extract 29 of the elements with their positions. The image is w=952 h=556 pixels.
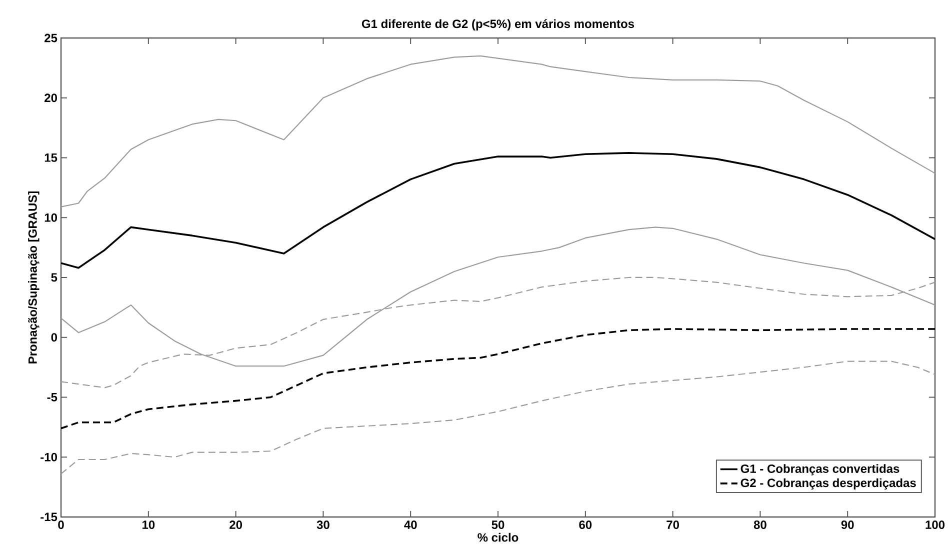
line-series <box>61 360 936 474</box>
x-tick-label: 20 <box>230 520 242 530</box>
legend-label: G2 - Cobranças desperdiçadas <box>740 478 916 490</box>
x-tick-label: 10 <box>142 520 155 530</box>
y-tick-label: 20 <box>44 94 57 102</box>
y-tick-label: 10 <box>44 213 57 222</box>
x-tick-label: 70 <box>666 520 679 530</box>
x-tick-label: 80 <box>754 520 766 530</box>
x-tick-label: 30 <box>316 520 330 530</box>
x-tick-label: 60 <box>579 520 592 530</box>
x-axis-title: % ciclo <box>478 532 518 542</box>
line-series <box>61 328 936 430</box>
y-tick-label: -15 <box>40 512 58 522</box>
chart-title: G1 diferente de G2 (p<5%) em vários momentos <box>362 19 634 30</box>
x-tick-label: 50 <box>492 520 504 530</box>
legend-label: G1 - Cobranças convertidas <box>740 464 900 476</box>
y-tick-label: 25 <box>44 34 58 42</box>
y-tick-label: 0 <box>51 333 57 342</box>
y-tick-label: -5 <box>47 393 58 402</box>
y-axis-title: Pronação/Supinação [GRAUS] <box>28 191 40 364</box>
y-tick-label: -10 <box>40 452 57 462</box>
line-series <box>61 55 936 208</box>
x-tick-label: 100 <box>926 520 945 530</box>
y-tick-label: 15 <box>44 154 58 162</box>
line-series <box>61 152 936 269</box>
x-tick-label: 40 <box>404 520 417 530</box>
x-tick-label: 0 <box>58 520 64 530</box>
y-tick-label: 5 <box>51 273 58 282</box>
x-tick-label: 90 <box>841 520 854 530</box>
